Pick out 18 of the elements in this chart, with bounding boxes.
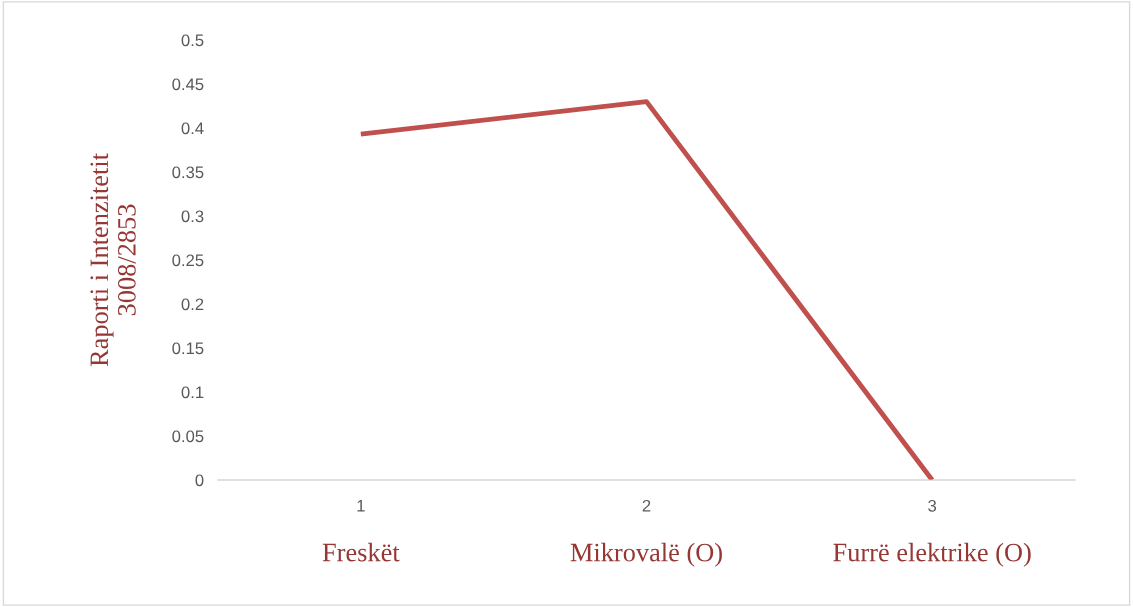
y-axis-title: Raporti i Intenzitetit 3008/2853 (90, 153, 136, 367)
y-tick-label: 0.35 (172, 166, 204, 179)
text: Mikrovalë (O) (570, 542, 722, 567)
y-tick-label: 0.45 (172, 78, 204, 91)
y-tick-label: 0.4 (181, 122, 204, 135)
y-tick-label: 0.15 (172, 342, 204, 355)
y-tick-label: 0.25 (172, 254, 204, 267)
y-tick-label: 0.2 (181, 298, 204, 311)
x-tick-label: 3 (928, 499, 937, 512)
text: Freskët (322, 542, 400, 562)
y-tick-label: 0.05 (172, 430, 204, 443)
text: Furrë elektrike (O) (833, 542, 1031, 567)
y-tick-label: 0 (195, 474, 204, 487)
y-tick-label: 0.5 (181, 34, 204, 47)
x-tick-label: 2 (642, 499, 651, 512)
y-tick-label: 0.1 (181, 386, 204, 399)
y-tick-label: 0.3 (181, 210, 204, 223)
x-tick-label: 1 (357, 500, 365, 512)
